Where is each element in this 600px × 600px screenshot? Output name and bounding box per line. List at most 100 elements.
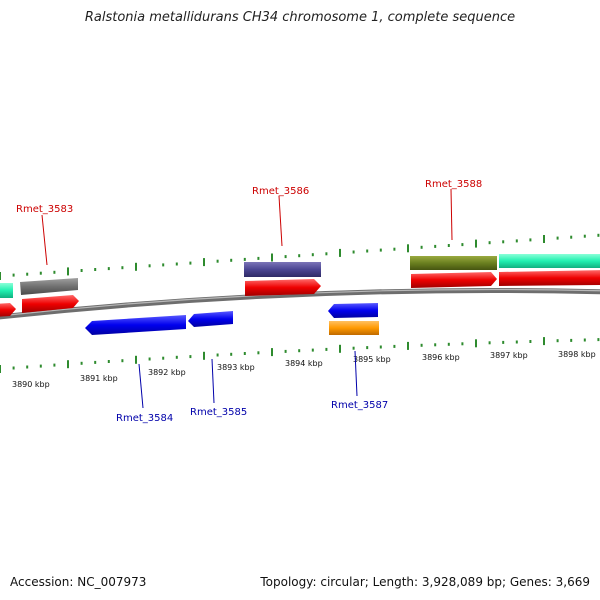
minor-tick xyxy=(502,340,505,344)
kbp-label: 3890 kbp xyxy=(12,380,50,389)
minor-tick xyxy=(570,235,573,239)
minor-tick xyxy=(379,248,382,252)
minor-tick xyxy=(461,243,464,247)
minor-tick xyxy=(189,355,192,359)
minor-tick xyxy=(162,356,165,360)
kbp-label: 3894 kbp xyxy=(285,359,323,368)
minor-tick xyxy=(162,263,165,267)
minor-tick xyxy=(502,240,505,244)
minor-tick xyxy=(583,338,586,342)
inner-scale-ticks xyxy=(0,337,600,373)
kbp-label: 3893 kbp xyxy=(217,363,255,372)
minor-tick xyxy=(461,342,464,346)
minor-tick xyxy=(216,259,219,263)
minor-tick xyxy=(26,272,29,276)
cds-forward-1 xyxy=(0,303,16,317)
minor-tick xyxy=(243,257,246,261)
feature-orange xyxy=(329,321,379,335)
major-tick xyxy=(543,235,545,243)
major-tick xyxy=(135,355,137,364)
minor-tick xyxy=(597,338,600,342)
leader-line xyxy=(278,195,283,247)
feature-grey xyxy=(20,278,78,295)
minor-tick xyxy=(121,359,124,363)
topology-summary: Topology: circular; Length: 3,928,089 bp… xyxy=(260,575,590,589)
minor-tick xyxy=(94,268,97,271)
major-tick xyxy=(203,351,205,360)
minor-tick xyxy=(325,252,328,256)
cds-forward-4 xyxy=(411,272,497,288)
minor-tick xyxy=(570,338,573,342)
major-tick xyxy=(407,244,409,253)
major-tick xyxy=(271,348,273,357)
major-tick xyxy=(0,272,1,280)
minor-tick xyxy=(434,343,437,347)
cds-reverse-3 xyxy=(328,303,378,318)
feature-purple xyxy=(244,262,321,277)
minor-tick xyxy=(298,349,301,353)
minor-tick xyxy=(515,239,518,243)
cds-reverse-2 xyxy=(188,311,233,327)
minor-tick xyxy=(447,342,450,346)
gene-label-reverse: Rmet_3585 xyxy=(190,407,247,418)
reverse-cds-track xyxy=(85,303,379,335)
map-title: Ralstonia metallidurans CH34 chromosome … xyxy=(84,10,516,25)
major-tick xyxy=(475,339,477,348)
minor-tick xyxy=(121,266,124,270)
leader-line xyxy=(41,214,48,266)
accession-text: Accession: NC_007973 xyxy=(10,575,147,589)
minor-tick xyxy=(107,267,110,271)
major-tick xyxy=(339,344,341,353)
minor-tick xyxy=(325,347,328,351)
minor-tick xyxy=(39,364,42,368)
major-tick xyxy=(203,258,205,267)
minor-tick xyxy=(311,348,314,352)
minor-tick xyxy=(298,254,301,258)
minor-tick xyxy=(230,258,233,262)
minor-tick xyxy=(80,361,83,365)
minor-tick xyxy=(53,363,56,367)
cds-forward-2 xyxy=(22,295,79,313)
minor-tick xyxy=(420,343,423,347)
reverse-gene-labels: Rmet_3584 Rmet_3585 Rmet_3587 xyxy=(116,350,388,424)
minor-tick xyxy=(148,357,151,361)
minor-tick xyxy=(175,355,178,359)
feature-olive xyxy=(410,256,497,270)
minor-tick xyxy=(148,264,151,268)
kbp-label: 3891 kbp xyxy=(80,374,118,383)
major-tick xyxy=(407,341,409,350)
major-tick xyxy=(339,248,341,257)
minor-tick xyxy=(189,261,192,265)
minor-tick xyxy=(257,351,260,355)
minor-tick xyxy=(597,233,600,237)
major-tick xyxy=(67,267,69,276)
minor-tick xyxy=(393,247,396,251)
leader-line xyxy=(211,358,215,404)
minor-tick xyxy=(26,365,29,369)
minor-tick xyxy=(488,341,491,345)
minor-tick xyxy=(556,339,559,343)
gene-label-forward: Rmet_3586 xyxy=(252,186,309,197)
minor-tick xyxy=(583,234,586,238)
outer-track-features xyxy=(0,254,600,298)
minor-tick xyxy=(230,352,233,356)
gene-label-forward: Rmet_3583 xyxy=(16,204,73,215)
minor-tick xyxy=(447,244,450,247)
minor-tick xyxy=(556,236,559,240)
minor-tick xyxy=(243,352,246,355)
feature-aqua-right xyxy=(499,254,600,268)
major-tick xyxy=(475,239,477,248)
minor-tick xyxy=(366,346,369,350)
minor-tick xyxy=(352,346,355,350)
minor-tick xyxy=(420,245,423,249)
major-tick xyxy=(543,337,545,346)
gene-label-forward: Rmet_3588 xyxy=(425,179,482,190)
minor-tick xyxy=(216,353,219,357)
leader-line xyxy=(354,350,358,397)
minor-tick xyxy=(80,269,83,272)
forward-cds-track xyxy=(0,270,600,317)
kbp-label: 3892 kbp xyxy=(148,368,186,377)
minor-tick xyxy=(488,241,491,245)
minor-tick xyxy=(393,344,396,348)
